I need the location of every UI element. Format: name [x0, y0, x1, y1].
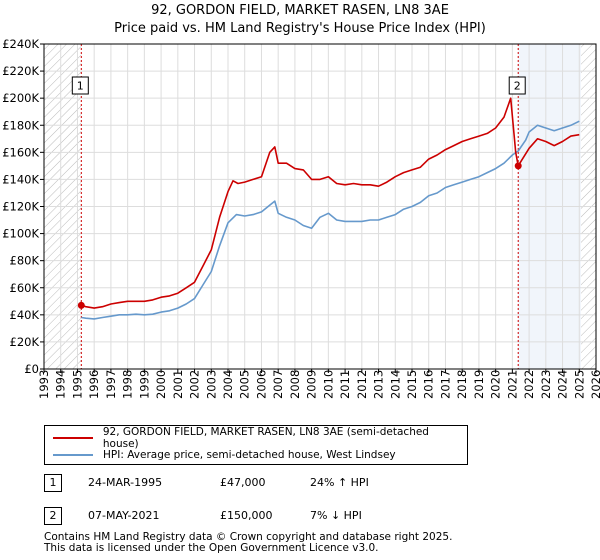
sale-marker-label: 2	[514, 80, 521, 93]
x-tick-label: 2004	[221, 370, 235, 399]
x-tick-label: 1995	[70, 370, 84, 399]
chart-subtitle: Price paid vs. HM Land Registry's House …	[114, 21, 486, 36]
transaction-hpi: 7% ↓ HPI	[310, 509, 362, 522]
footer-copyright: Contains HM Land Registry data © Crown c…	[44, 531, 453, 543]
legend-swatch-hpi	[53, 454, 93, 456]
y-tick-label: £40K	[10, 308, 40, 322]
sale-marker-label: 1	[77, 80, 84, 93]
legend-label-hpi: HPI: Average price, semi-detached house,…	[103, 449, 396, 461]
x-tick-label: 2009	[305, 370, 319, 399]
y-tick-label: £160K	[2, 145, 39, 159]
series-line-hpi	[81, 120, 580, 320]
y-tick-label: £20K	[10, 335, 40, 349]
x-tick-label: 2019	[472, 370, 486, 399]
x-tick-label: 2022	[522, 370, 536, 399]
transaction-hpi: 24% ↑ HPI	[310, 476, 369, 489]
chart: £0 £20K £40K £60K £80K £100K £120K £140K £160K £1…	[2, 37, 600, 399]
sale-marker-box	[508, 76, 526, 95]
legend: 92, GORDON FIELD, MARKET RASEN, LN8 3AE …	[44, 425, 468, 465]
x-tick-label: 2008	[288, 370, 302, 399]
y-tick-label: £60K	[10, 281, 40, 295]
y-tick-label: £180K	[2, 118, 39, 132]
series-line-property	[81, 97, 580, 309]
x-tick-label: 2023	[539, 370, 553, 399]
x-tick-label: 2021	[505, 370, 519, 399]
x-tick-label: 2014	[388, 370, 402, 399]
y-tick-label: £240K	[2, 37, 39, 51]
legend-item-property: 92, GORDON FIELD, MARKET RASEN, LN8 3AE …	[53, 426, 467, 450]
x-tick-label: 1993	[37, 370, 51, 399]
x-tick-label: 2001	[171, 370, 185, 399]
x-tick-label: 2010	[321, 370, 335, 399]
x-tick-label: 2003	[204, 370, 218, 399]
y-tick-label: £0	[24, 362, 39, 376]
transaction-marker: 2	[44, 507, 62, 525]
x-tick-label: 2015	[405, 370, 419, 399]
y-tick-label: £200K	[2, 91, 39, 105]
y-tick-label: £80K	[10, 254, 40, 268]
legend-label-property: 92, GORDON FIELD, MARKET RASEN, LN8 3AE …	[102, 426, 429, 450]
x-tick-label: 2011	[338, 370, 352, 399]
x-tick-label: 2000	[154, 370, 168, 399]
sale-point	[514, 162, 522, 170]
x-tick-label: 2020	[489, 370, 503, 399]
x-tick-label: 2006	[254, 370, 268, 399]
x-tick-label: 1997	[104, 370, 118, 399]
x-tick-label: 2017	[438, 370, 452, 399]
y-tick-label: £140K	[2, 172, 39, 186]
sale-marker-box	[71, 76, 89, 95]
x-tick-label: 2016	[422, 370, 436, 399]
x-tick-label: 1999	[137, 370, 151, 399]
legend-item-hpi: HPI: Average price, semi-detached house,…	[53, 446, 396, 464]
sale-point	[77, 301, 85, 309]
footer-license: This data is licensed under the Open Gov…	[44, 542, 379, 554]
x-tick-label: 2013	[372, 370, 386, 399]
transaction-marker: 1	[44, 474, 62, 492]
x-tick-label: 2025	[572, 370, 586, 399]
legend-swatch-property	[53, 437, 93, 439]
x-tick-label: 2005	[238, 370, 252, 399]
x-tick-label: 1996	[87, 370, 101, 399]
y-tick-label: £120K	[2, 200, 39, 214]
chart-title: 92, GORDON FIELD, MARKET RASEN, LN8 3AE	[151, 3, 449, 18]
y-tick-label: £100K	[2, 227, 39, 241]
x-tick-label: 2002	[188, 370, 202, 399]
y-tick-label: £220K	[2, 64, 39, 78]
x-tick-label: 1998	[121, 370, 135, 399]
transaction-price: £150,000	[220, 509, 273, 522]
transaction-date: 07-MAY-2021	[88, 509, 160, 522]
transaction-price: £47,000	[220, 476, 266, 489]
x-tick-label: 1994	[54, 370, 68, 399]
x-tick-label: 2012	[355, 370, 369, 399]
x-tick-label: 2018	[455, 370, 469, 399]
x-tick-label: 2024	[556, 370, 570, 399]
x-tick-label: 2007	[271, 370, 285, 399]
x-tick-label: 2026	[589, 370, 600, 399]
transaction-date: 24-MAR-1995	[88, 476, 163, 489]
